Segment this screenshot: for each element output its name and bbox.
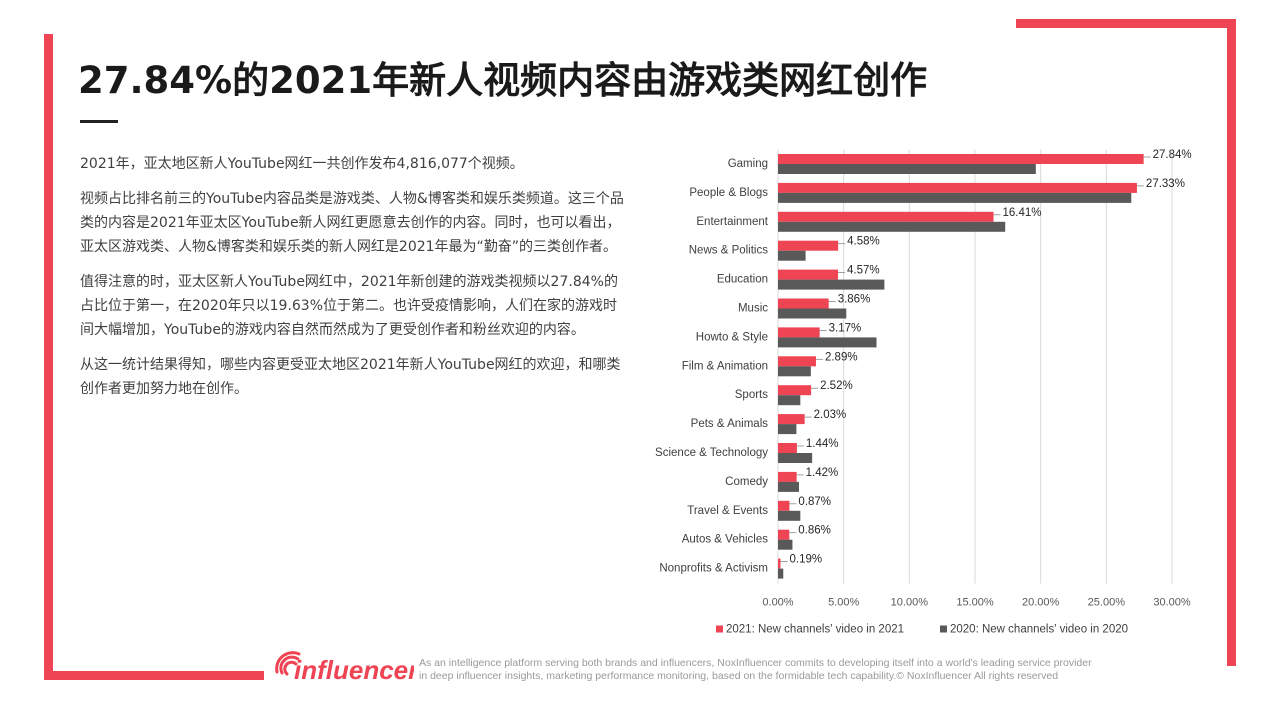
bar-2020 (778, 453, 813, 463)
bar-2020 (778, 568, 784, 579)
frame-left-accent (44, 34, 53, 680)
x-tick-label: 25.00% (1088, 597, 1126, 609)
bar-2020 (778, 337, 877, 348)
frame-right-accent (1227, 19, 1236, 666)
chart-svg: 0.00% 5.00% 10.00% 15.00% 20.00% 25.00% 30.00%… (655, 149, 1192, 636)
data-label-2021: 1.44% (806, 438, 839, 450)
bar-2021 (778, 385, 812, 396)
legend-label-2021: 2021: New channels' video in 2021 (726, 624, 904, 636)
x-tick-label: 15.00% (956, 597, 994, 609)
category-bar-chart: 0.00% 5.00% 10.00% 15.00% 20.00% 25.00% 30.00%… (630, 140, 1220, 640)
bar-2020 (778, 366, 811, 377)
footer-line-2: in deep influencer insights, marketing p… (419, 670, 1059, 682)
bar-2021 (778, 298, 829, 309)
category-label: Autos & Vehicles (682, 534, 769, 546)
bar-2020 (778, 221, 1006, 232)
bar-2021 (778, 211, 994, 222)
data-label-2021: 4.57% (847, 265, 880, 277)
data-label-2021: 2.52% (820, 380, 853, 392)
bar-2021 (778, 443, 797, 453)
data-label-2021: 0.19% (789, 554, 822, 566)
body-text: 2021年，亚太地区新人YouTube网红一共创作发布4,816,077个视频。… (80, 152, 625, 412)
category-label: People & Blogs (689, 187, 768, 199)
data-label-2021: 2.03% (814, 409, 847, 421)
paragraph-3: 值得注意的时，亚太区新人YouTube网红中，2021年新创建的游戏类视频以27… (80, 274, 618, 338)
noxinfluencer-logo: influencer (274, 646, 420, 686)
bar-2021 (778, 356, 816, 367)
data-label-2021: 16.41% (1003, 207, 1042, 219)
footer-line-1: As an intelligence platform serving both… (419, 657, 1092, 669)
x-tick-label: 5.00% (828, 597, 859, 609)
category-label: Pets & Animals (691, 418, 769, 430)
category-label: Education (717, 274, 768, 286)
category-label: Gaming (728, 158, 768, 170)
x-tick-label: 20.00% (1022, 597, 1060, 609)
bar-2021 (778, 154, 1144, 164)
category-label: News & Politics (689, 245, 768, 257)
category-label: Travel & Events (687, 505, 768, 517)
bar-2021 (778, 269, 839, 280)
paragraph-2: 视频占比排名前三的YouTube内容品类是游戏类、人物&博客类和娱乐类频道。这三… (80, 191, 624, 255)
category-label: Howto & Style (696, 331, 768, 343)
signal-icon (275, 651, 301, 676)
bar-2020 (778, 510, 801, 521)
page-title: 27.84%的2021年新人视频内容由游戏类网红创作 (78, 59, 928, 102)
bar-2020 (778, 424, 797, 435)
legend-label-2020: 2020: New channels' video in 2020 (950, 624, 1128, 636)
frame-top-accent (1016, 19, 1236, 28)
bar-2020 (778, 539, 793, 550)
paragraph-1: 2021年，亚太地区新人YouTube网红一共创作发布4,816,077个视频。 (80, 156, 524, 172)
data-label-2021: 2.89% (825, 351, 858, 363)
legend-swatch-2020 (940, 625, 947, 633)
category-label: Entertainment (696, 216, 768, 228)
title-underline (80, 120, 118, 123)
category-label: Music (738, 303, 768, 315)
legend-swatch-2021 (716, 625, 723, 633)
x-tick-label: 10.00% (891, 597, 929, 609)
data-label-2021: 1.42% (806, 467, 839, 479)
category-label: Sports (735, 389, 768, 401)
bar-2021 (778, 500, 790, 511)
bar-2020 (778, 250, 806, 261)
footer-text: As an intelligence platform serving both… (419, 657, 1209, 683)
bar-2021 (778, 471, 797, 482)
bar-2021 (778, 240, 839, 251)
data-label-2021: 0.87% (798, 496, 831, 508)
bar-2020 (778, 481, 800, 492)
data-label-2021: 4.58% (847, 236, 880, 248)
bar-2021 (778, 529, 790, 540)
bar-2020 (778, 192, 1132, 203)
data-label-2021: 27.84% (1153, 149, 1192, 161)
data-label-2021: 3.17% (829, 322, 862, 334)
bar-2020 (778, 308, 847, 319)
category-label: Nonprofits & Activism (659, 563, 768, 575)
category-label: Science & Technology (655, 447, 768, 459)
data-label-2021: 0.86% (798, 525, 831, 537)
bar-2021 (778, 182, 1137, 193)
logo-wordmark: influencer (294, 655, 414, 685)
paragraph-4: 从这一统计结果得知，哪些内容更受亚太地区2021年新人YouTube网红的欢迎，… (80, 357, 621, 397)
frame-bottom-accent (44, 671, 264, 680)
bar-2020 (778, 164, 1036, 174)
bar-2021 (778, 414, 805, 425)
category-label: Comedy (725, 476, 768, 488)
x-tick-label: 0.00% (762, 597, 793, 609)
category-label: Film & Animation (682, 360, 768, 372)
bar-2020 (778, 395, 801, 406)
data-label-2021: 27.33% (1146, 178, 1185, 190)
data-label-2021: 3.86% (838, 294, 871, 306)
x-tick-label: 30.00% (1153, 597, 1191, 609)
bar-2021 (778, 327, 820, 338)
bar-2020 (778, 279, 885, 290)
bar-2021 (778, 558, 781, 569)
